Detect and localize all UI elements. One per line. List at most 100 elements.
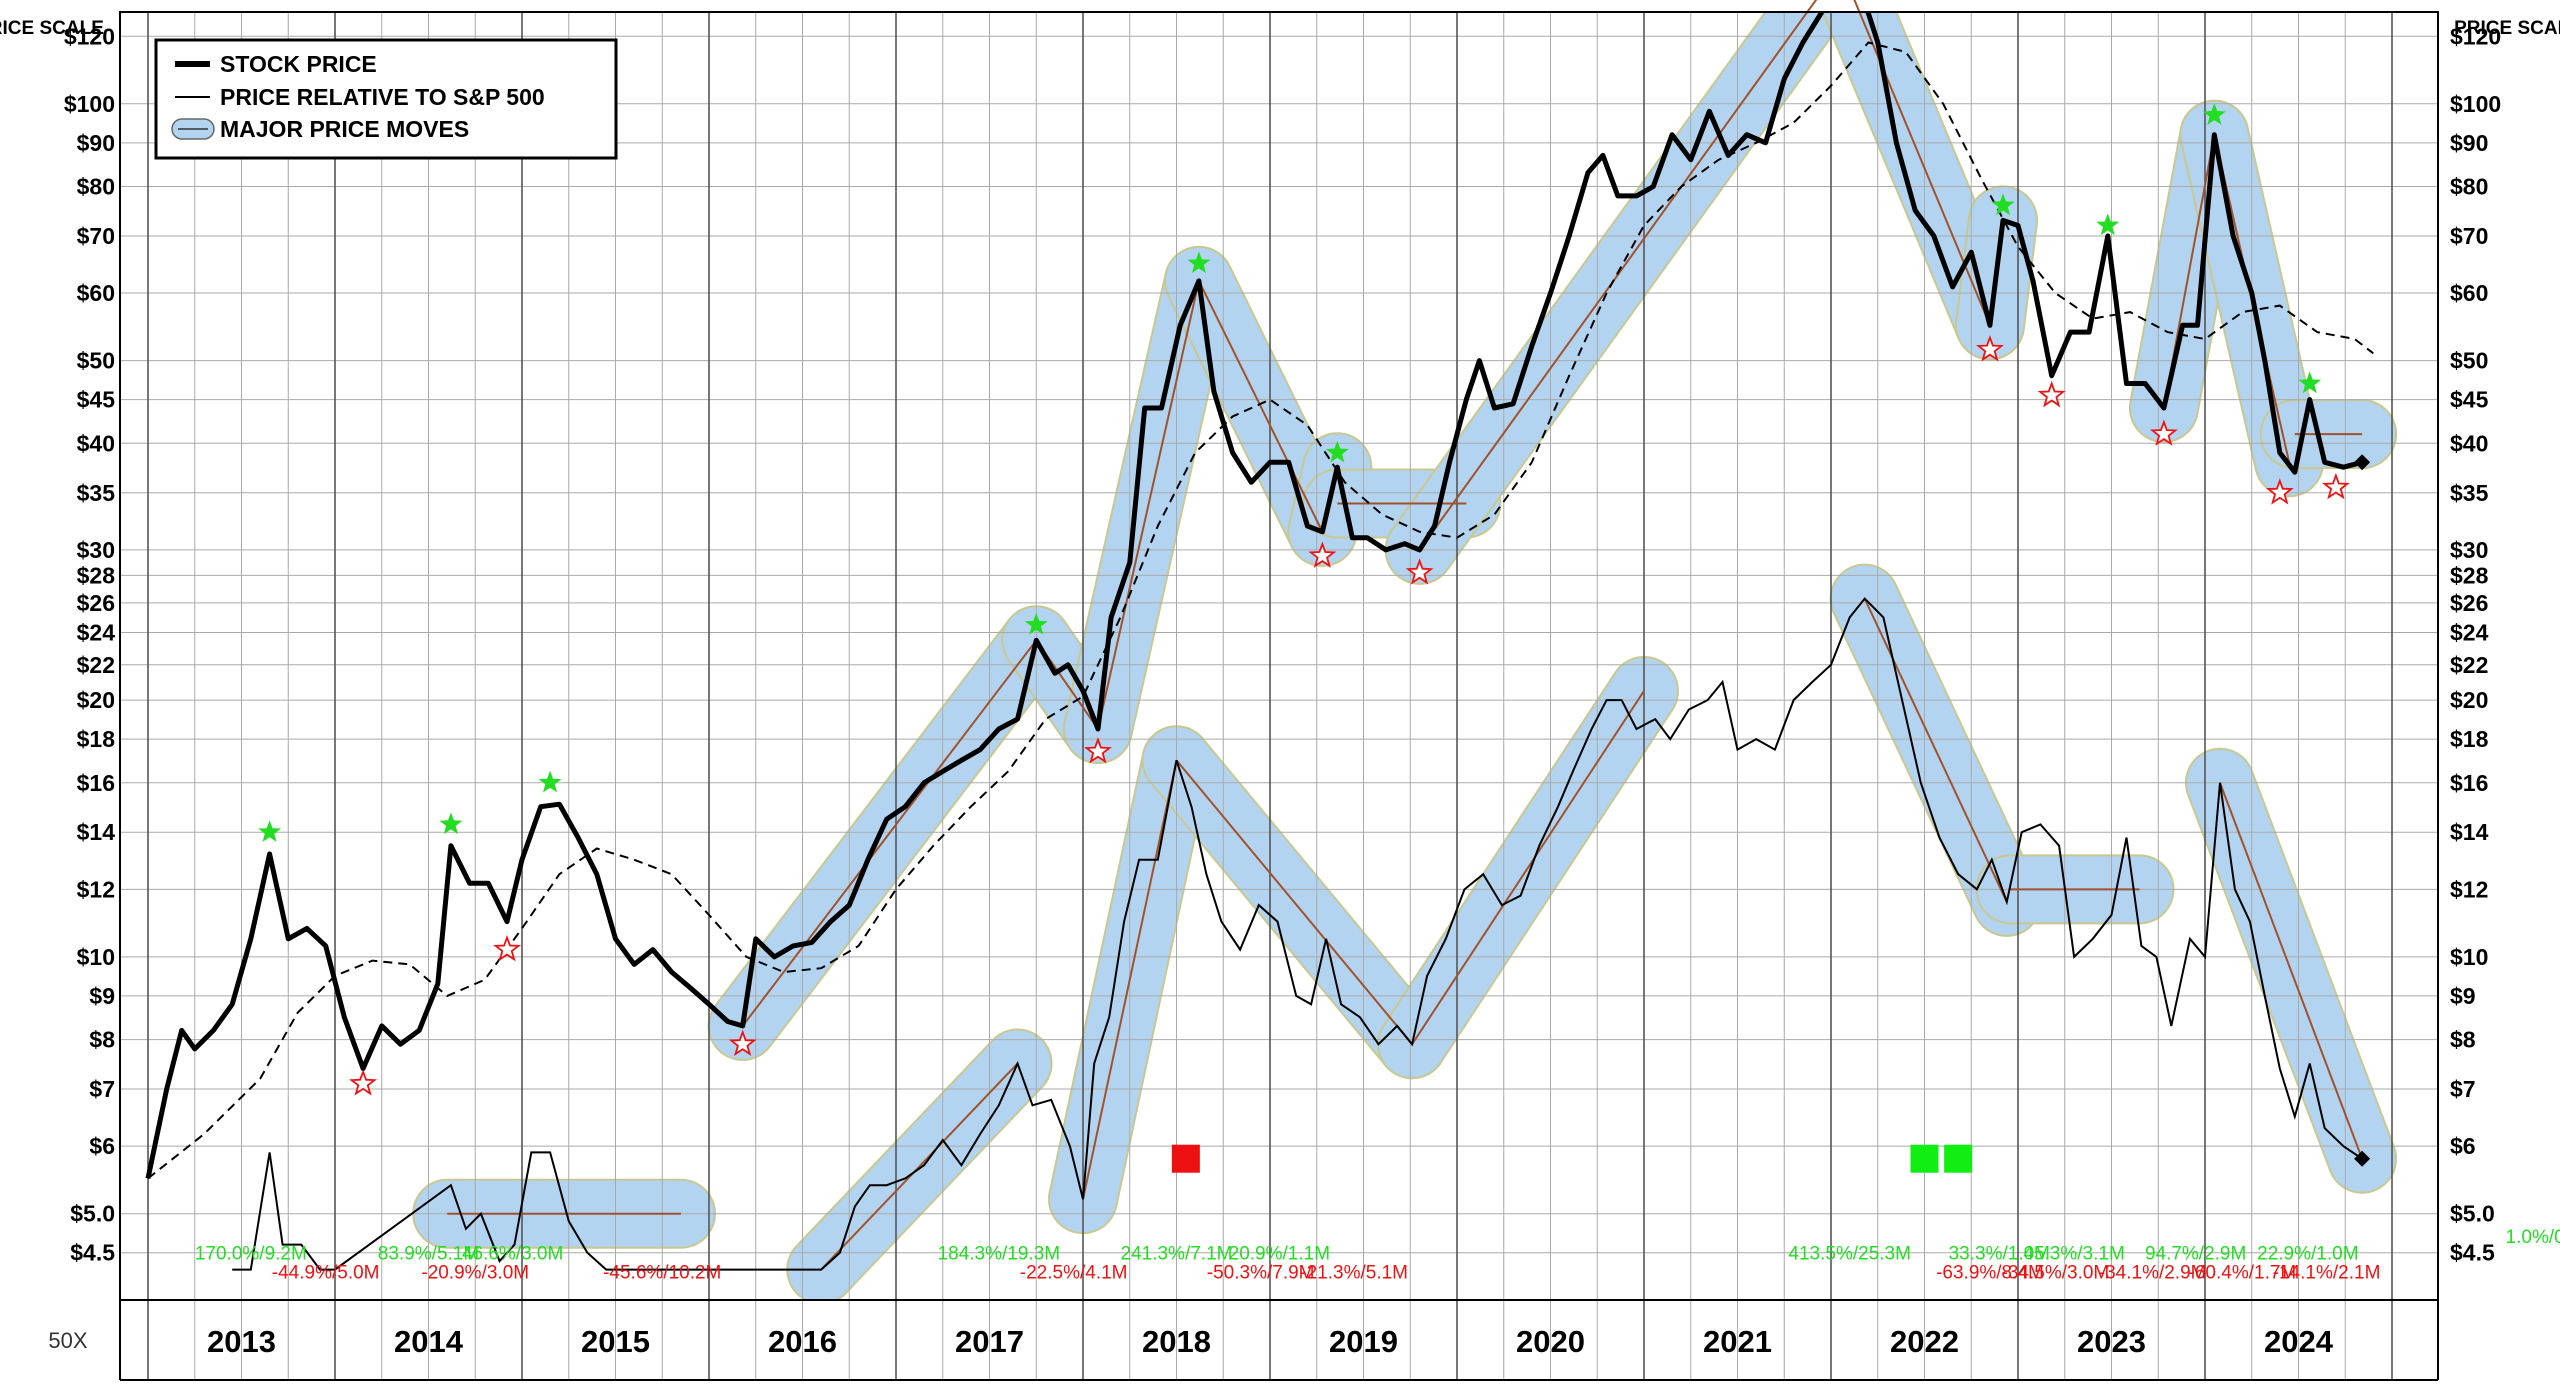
trend-line-19 <box>2219 782 2364 1160</box>
y-tick-label-right: $18 <box>2450 726 2489 752</box>
peak-star-icon <box>2202 103 2226 125</box>
y-tick-label-right: $90 <box>2450 130 2488 156</box>
move-label: 46.6%/3.0M <box>462 1243 563 1264</box>
series-lines <box>145 12 2374 1271</box>
y-tick-label-right: $70 <box>2450 223 2488 249</box>
y-tick-label-left: $40 <box>77 430 115 456</box>
trough-star-icon <box>1405 558 1434 585</box>
year-label: 2020 <box>1516 1324 1585 1359</box>
trough-star-icon <box>2037 380 2066 408</box>
peak-star-icon <box>538 770 562 793</box>
move-label: -44.9%/5.0M <box>272 1262 380 1283</box>
stock-price-line <box>145 12 2363 1179</box>
move-label: 170.0%/9.2M <box>195 1243 307 1264</box>
y-tick-label-right: $80 <box>2450 173 2488 199</box>
y-tick-label-right: $60 <box>2450 280 2488 306</box>
y-tick-label-right: $26 <box>2450 590 2488 616</box>
move-label: -21.3%/5.1M <box>1300 1262 1408 1283</box>
y-tick-label-left: $5.0 <box>70 1201 115 1227</box>
y-tick-label-right: $8 <box>2450 1027 2476 1053</box>
year-label: 2024 <box>2264 1324 2334 1359</box>
y-tick-label-left: $45 <box>77 387 116 413</box>
y-tick-label-left: $14 <box>77 819 116 845</box>
y-tick-label-right: $120 <box>2450 23 2501 49</box>
price-scale-label-left: PRICE SCALE <box>0 18 104 39</box>
legend-stock-label: STOCK PRICE <box>220 51 377 77</box>
year-label: 2017 <box>955 1324 1024 1359</box>
move-label: 20.9%/1.1M <box>1229 1243 1330 1264</box>
y-tick-label-left: $24 <box>77 620 116 646</box>
trend-line-16 <box>1411 690 1645 1045</box>
y-tick-label-right: $45 <box>2450 387 2489 413</box>
peak-trough-markers <box>258 103 2350 1173</box>
y-tick-label-right: $6 <box>2450 1133 2476 1159</box>
trough-star-icon <box>728 1029 757 1057</box>
y-tick-label-right: $24 <box>2450 620 2489 646</box>
y-tick-label-right: $16 <box>2450 770 2488 796</box>
year-label: 2022 <box>1890 1324 1959 1359</box>
peak-star-icon <box>439 812 463 835</box>
y-tick-label-left: $16 <box>77 770 115 796</box>
legend-box <box>154 38 618 160</box>
signal-square-icon <box>1910 1144 1939 1173</box>
signal-square-icon <box>1944 1144 1973 1173</box>
peak-star-icon <box>1187 251 1211 274</box>
move-label: -34.5%/3.0M <box>2002 1262 2110 1283</box>
year-label: 2014 <box>394 1324 464 1359</box>
legend-moves-label: MAJOR PRICE MOVES <box>220 116 469 142</box>
move-label: -45.6%/10.2M <box>603 1262 721 1283</box>
relative-end-marker <box>2354 1150 2371 1167</box>
y-tick-label-right: $40 <box>2450 430 2488 456</box>
y-tick-label-left: $70 <box>77 223 115 249</box>
trough-star-icon <box>349 1069 377 1096</box>
year-label: 2013 <box>207 1324 276 1359</box>
move-label: -50.3%/7.9M <box>1207 1262 1315 1283</box>
y-tick-label-right: $30 <box>2450 537 2488 563</box>
move-label: -22.5%/4.1M <box>1020 1262 1128 1283</box>
price-scale-label-right: PRICE SCALE <box>2454 18 2560 39</box>
y-tick-label-left: $60 <box>77 280 115 306</box>
zoom-label: 50X <box>48 1328 87 1353</box>
y-tick-label-right: $20 <box>2450 687 2488 713</box>
move-label: 45.3%/3.1M <box>2023 1243 2124 1264</box>
move-label: 33.3%/1.0M <box>1949 1243 2050 1264</box>
relative-price-line <box>232 597 2363 1271</box>
year-label: 2019 <box>1329 1324 1398 1359</box>
y-tick-label-left: $22 <box>77 652 115 678</box>
y-tick-label-right: $10 <box>2450 944 2488 970</box>
peak-star-icon <box>2096 213 2120 236</box>
trend-line-3 <box>1198 280 1324 533</box>
year-label: 2023 <box>2077 1324 2146 1359</box>
stock-end-marker <box>2354 454 2371 471</box>
trough-star-icon <box>2149 419 2178 446</box>
y-tick-label-left: $6 <box>89 1133 115 1159</box>
trend-line-6 <box>1418 0 1818 551</box>
year-label: 2021 <box>1703 1324 1772 1359</box>
y-tick-label-left: $8 <box>89 1027 115 1053</box>
y-tick-label-right: $14 <box>2450 819 2489 845</box>
y-tick-label-right: $7 <box>2450 1076 2476 1102</box>
y-tick-label-right: $12 <box>2450 876 2488 902</box>
move-label: -60.4%/1.7M <box>2189 1262 2297 1283</box>
move-label: 413.5%/25.3M <box>1788 1243 1911 1264</box>
move-label: -63.9%/8.4M <box>1936 1262 2044 1283</box>
move-label: 22.9%/1.0M <box>2257 1243 2358 1264</box>
trend-line-15 <box>1175 759 1413 1045</box>
move-label: 94.7%/2.9M <box>2145 1243 2246 1264</box>
y-tick-label-left: $26 <box>77 590 115 616</box>
trend-line-14 <box>1082 760 1178 1200</box>
y-tick-label-left: $4.5 <box>70 1240 115 1266</box>
y-tick-label-left: $35 <box>77 480 116 506</box>
y-tick-label-left: $12 <box>77 876 115 902</box>
move-label: 241.3%/7.1M <box>1121 1243 1233 1264</box>
peak-star-icon <box>258 820 281 842</box>
y-tick-label-left: $7 <box>89 1076 115 1102</box>
legend-relative-label: PRICE RELATIVE TO S&P 500 <box>220 84 545 110</box>
y-tick-label-right: $22 <box>2450 652 2488 678</box>
y-tick-label-left: $30 <box>77 537 115 563</box>
y-tick-label-right: $9 <box>2450 983 2476 1009</box>
trough-star-icon <box>1308 541 1337 568</box>
y-tick-label-left: $100 <box>64 91 115 117</box>
